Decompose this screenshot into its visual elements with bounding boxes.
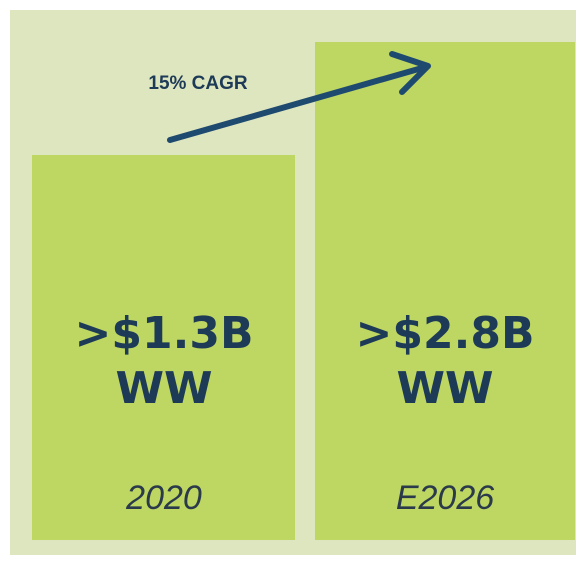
bar-region: WW bbox=[115, 363, 212, 414]
growth-arrow bbox=[167, 51, 431, 143]
bar-year: 2020 bbox=[125, 479, 202, 517]
cagr-label: 15% CAGR bbox=[148, 73, 248, 94]
bar-value: >$2.8B bbox=[356, 308, 535, 359]
bar-year: E2026 bbox=[396, 479, 494, 517]
bar-value: >$1.3B bbox=[75, 308, 254, 359]
bar-region: WW bbox=[396, 363, 493, 414]
bar bbox=[32, 155, 295, 540]
bar bbox=[315, 42, 575, 540]
